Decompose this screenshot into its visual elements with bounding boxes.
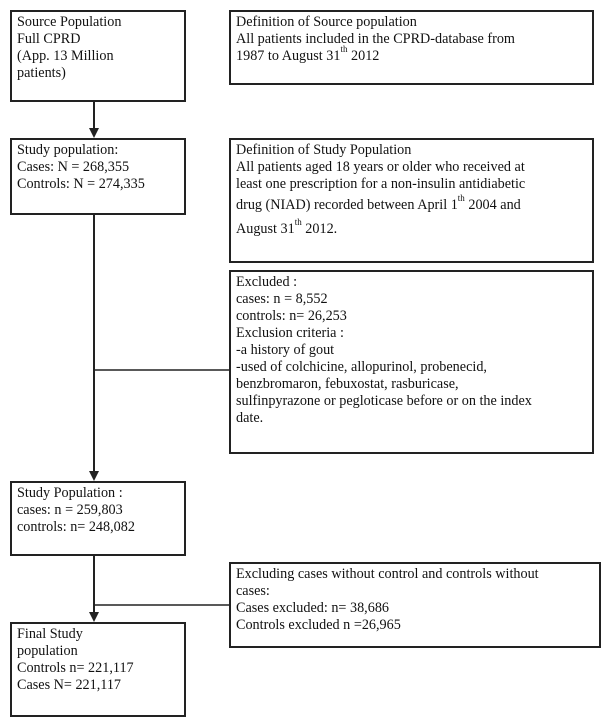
box-line: Cases: N = 268,355 xyxy=(17,159,130,175)
excluding-box: Excluding cases without control and cont… xyxy=(229,562,601,648)
study-population-box: Study population: Cases: N = 268,355 Con… xyxy=(10,138,186,215)
source-population-box: Source Population Full CPRD (App. 13 Mil… xyxy=(10,10,186,102)
box-line: (App. 13 Million xyxy=(17,48,114,64)
box-line: patients) xyxy=(17,65,66,81)
box-line: Final Study xyxy=(17,626,83,642)
box-line: controls: n= 26,253 xyxy=(236,308,347,324)
box-line: 1987 to August 31th 2012 xyxy=(236,44,380,64)
excluded-box: Excluded : cases: n = 8,552 controls: n=… xyxy=(229,270,594,454)
box-line: Exclusion criteria : xyxy=(236,325,344,341)
box-line: cases: n = 8,552 xyxy=(236,291,328,307)
box-line: drug (NIAD) recorded between April 1th 2… xyxy=(236,193,521,213)
box-line: date. xyxy=(236,410,264,426)
study-population-2-box: Study Population : cases: n = 259,803 co… xyxy=(10,481,186,556)
box-line: Full CPRD xyxy=(17,31,81,47)
box-line: benzbromaron, febuxostat, rasburicase, xyxy=(236,376,459,392)
box-line: Controls: N = 274,335 xyxy=(17,176,145,192)
box-line: Definition of Study Population xyxy=(236,142,412,158)
box-line: Source Population xyxy=(17,14,122,30)
box-line: sulfinpyrazone or pegloticase before or … xyxy=(236,393,532,409)
box-line: Excluding cases without control and cont… xyxy=(236,566,539,582)
source-definition-box: Definition of Source population All pati… xyxy=(229,10,594,85)
box-line: Study population: xyxy=(17,142,119,158)
box-line: Definition of Source population xyxy=(236,14,417,30)
box-line: Study Population : xyxy=(17,485,123,501)
box-line: -used of colchicine, allopurinol, proben… xyxy=(236,359,487,375)
box-line: -a history of gout xyxy=(236,342,335,358)
box-line: Cases N= 221,117 xyxy=(17,677,122,693)
box-line: All patients included in the CPRD-databa… xyxy=(236,31,515,47)
box-line: Cases excluded: n= 38,686 xyxy=(236,600,390,616)
box-line: cases: n = 259,803 xyxy=(17,502,123,518)
box-line: controls: n= 248,082 xyxy=(17,519,135,535)
box-line: August 31th 2012. xyxy=(236,217,338,237)
box-line: All patients aged 18 years or older who … xyxy=(236,159,525,175)
study-definition-box: Definition of Study Population All patie… xyxy=(229,138,594,263)
box-line: Controls n= 221,117 xyxy=(17,660,134,676)
box-line: Controls excluded n =26,965 xyxy=(236,617,401,633)
box-line: least one prescription for a non-insulin… xyxy=(236,176,526,192)
box-line: Excluded : xyxy=(236,274,298,290)
final-study-population-box: Final Study population Controls n= 221,1… xyxy=(10,622,186,717)
box-line: cases: xyxy=(236,583,270,599)
box-line: population xyxy=(17,643,78,659)
